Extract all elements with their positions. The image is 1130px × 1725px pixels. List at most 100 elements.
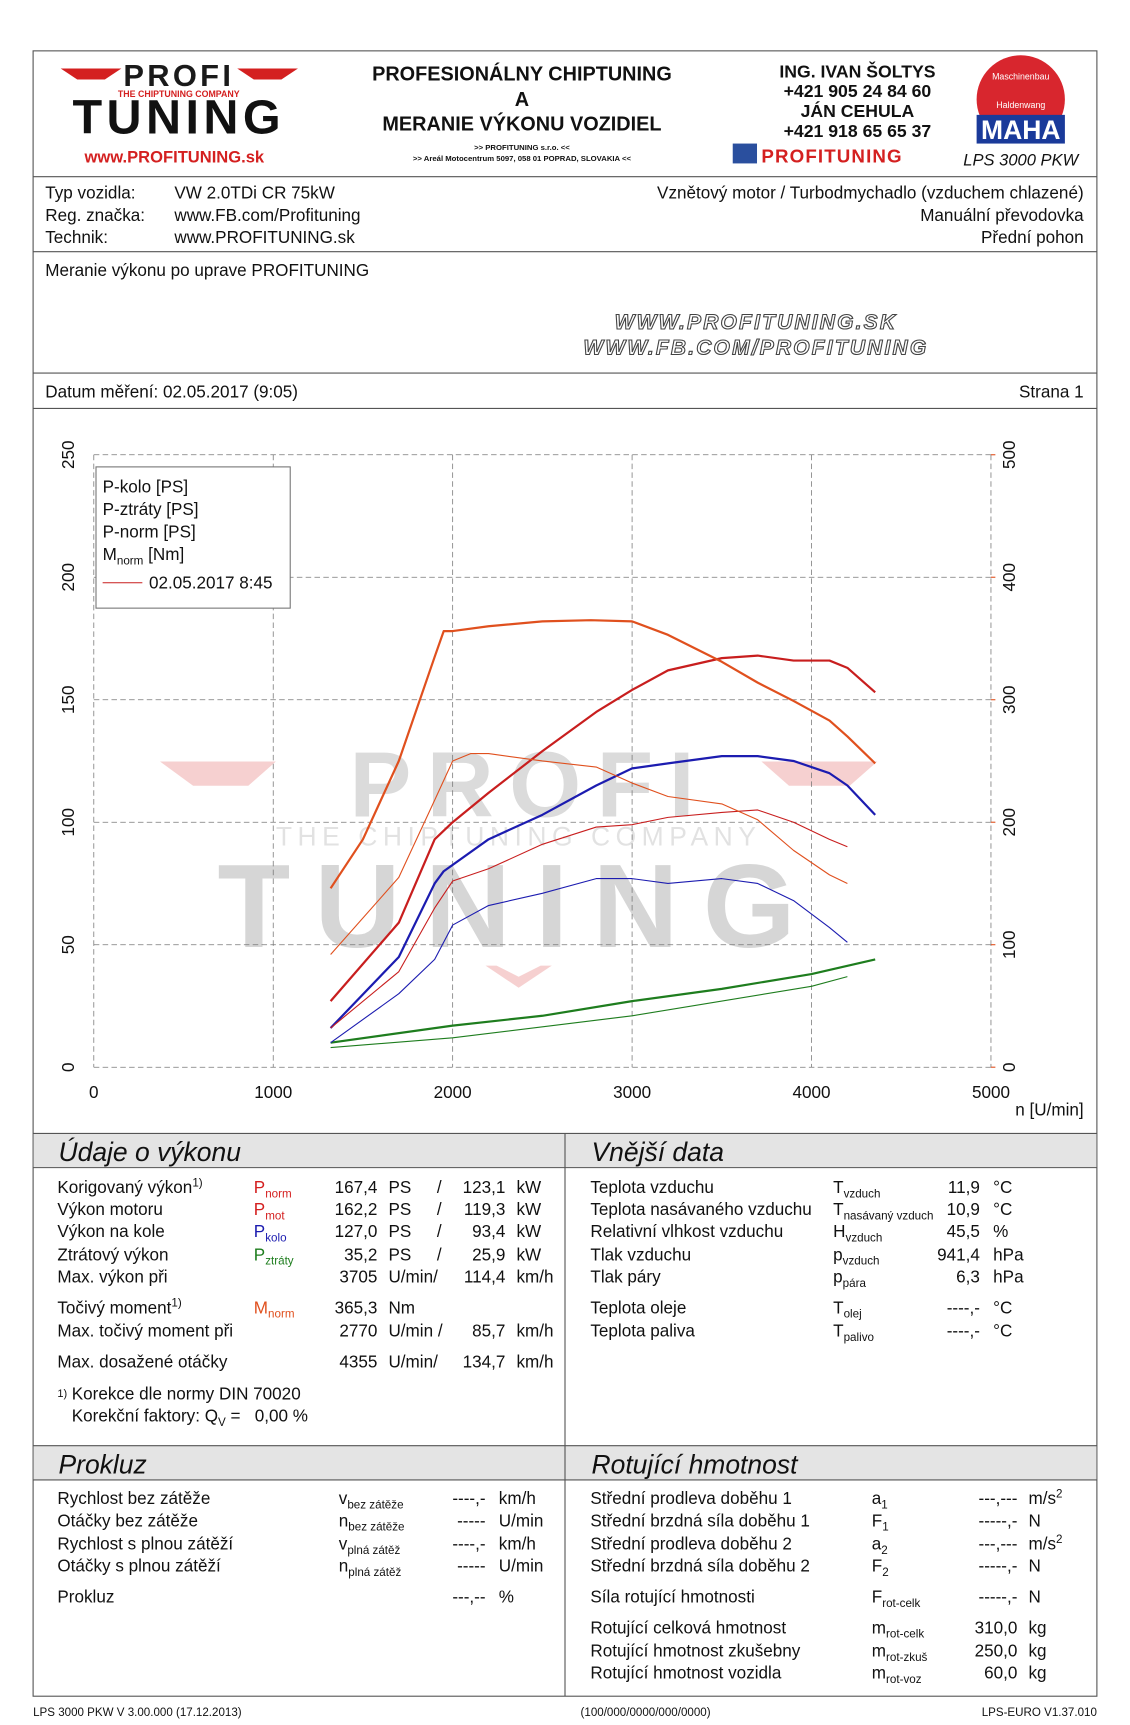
field-value: Přední pohon [981,228,1084,247]
perf-label: Výkon motoru [57,1200,162,1219]
legend-entry-part: norm [117,555,144,568]
section-title: Rotující hmotnost [591,1449,799,1479]
perf-symbol: Mnorm [254,1298,295,1320]
row-symbol: mrot-zkuš [872,1641,928,1663]
row-value: -----,- [979,1511,1018,1530]
row-value: ----- [457,1511,485,1530]
section-title: Prokluz [58,1449,146,1479]
maha-box [976,114,1065,144]
logo-arrow [237,68,298,80]
row-label: Střední brzdná síla doběhu 1 [590,1511,810,1530]
field-value: Vznětový motor / Turbodmychadlo (vzduche… [657,184,1084,203]
perf-unit: U/min/ [388,1267,438,1286]
logo-bottom: TUNING [72,91,285,145]
row-symbol-part: vzduch [843,1255,880,1268]
footnote-factor-part: = 0,00 % [226,1406,308,1425]
perf-unit2: kW [516,1178,542,1197]
perf-symbol-part: M [254,1298,268,1317]
header-title: MERANIE VÝKONU VOZIDIEL [382,111,661,135]
section-title: Údaje o výkonu [58,1137,241,1167]
perf-symbol: Pztráty [254,1245,294,1267]
separators [33,176,1097,1697]
row-unit: N [1028,1511,1040,1530]
header-title: A [515,89,529,111]
row-symbol-part: T [833,1178,844,1197]
row-symbol: F2 [872,1557,889,1579]
row-unit-part: °C [993,1200,1012,1219]
row-symbol: a1 [872,1489,888,1511]
row-unit-part: km/h [499,1534,536,1553]
y-tick-label: 100 [59,808,78,837]
row-symbol: F1 [872,1511,889,1533]
maha-brand: MAHA [981,115,1060,145]
row-unit-part: °C [993,1178,1012,1197]
perf-value: 365,3 [335,1298,378,1317]
row-label: Střední prodleva doběhu 1 [590,1489,791,1508]
perf-label-part: Výkon na kole [57,1222,164,1241]
row-unit-part: % [993,1222,1008,1241]
y2-tick-label: 400 [1000,563,1019,592]
row-label: Rychlost s plnou zátěží [57,1534,233,1553]
perf-symbol-part: P [254,1222,265,1241]
perf-label: Max. točivý moment při [57,1321,233,1340]
row-value: -----,- [979,1557,1018,1576]
row-symbol-part: F [872,1587,882,1606]
row-value: ---,-- [452,1587,485,1606]
perf-sep: / [437,1178,442,1197]
perf-unit: PS [388,1245,411,1264]
legend-entry-part: [Nm] [143,545,184,564]
field-value: www.FB.com/Profituning [173,206,360,225]
logo-top: PROFI [123,58,234,93]
footnote-text: Korekce dle normy DIN 70020 [72,1384,301,1403]
row-label: Teplota oleje [590,1298,686,1317]
row-symbol-part: pára [843,1277,867,1290]
row-symbol: Tpalivo [833,1321,874,1343]
row-unit: hPa [993,1267,1024,1286]
row-symbol-part: olej [844,1308,862,1321]
y-tick-label: 0 [59,1062,78,1072]
perf-symbol-part: ztráty [265,1255,294,1268]
perf-symbol-part: kolo [265,1232,286,1245]
row-value: ----,- [452,1489,485,1508]
row-symbol: mrot-voz [872,1664,922,1686]
perf-sep: / [437,1245,442,1264]
series-line [329,654,876,1002]
x-tick-label: 1000 [254,1083,292,1102]
perf-value2: 119,3 [464,1200,506,1219]
row-value: ----,- [947,1321,980,1340]
row-unit: N [1028,1557,1040,1576]
perf-unit: U/min / [388,1321,442,1340]
row-unit-part: m/s [1028,1534,1056,1553]
row-symbol: vbez zátěže [339,1489,404,1511]
row-label: Prokluz [57,1587,114,1606]
footnote-factor-part: Korekční faktory: Q [72,1406,218,1425]
perf-label: Max. dosažené otáčky [57,1352,228,1371]
header-address: >> Areál Motocentrum 5097, 058 01 POPRAD… [413,154,632,163]
perf-symbol-part: norm [265,1187,292,1200]
perf-label-part: Výkon motoru [57,1200,162,1219]
row-symbol: Hvzduch [833,1222,882,1244]
perf-value2: 85,7 [472,1321,505,1340]
series-line [330,809,848,1029]
row-symbol-part: vzduch [844,1187,881,1200]
watermark-arrow [160,761,276,786]
row-symbol-part: rot-celk [886,1628,924,1641]
row-unit: hPa [993,1245,1024,1264]
watermark-arrow [761,761,878,786]
row-unit: °C [993,1298,1012,1317]
row-label: Tlak vzduchu [590,1245,691,1264]
perf-label-part: Točivý moment [57,1298,171,1317]
perf-label-part: Max. točivý moment při [57,1321,233,1340]
footer-right: LPS-EURO V1.37.010 [982,1707,1097,1719]
perf-symbol-part: norm [268,1308,295,1321]
perf-label-part: Ztrátový výkon [57,1245,168,1264]
date: Datum měření: 02.05.2017 (9:05) [45,382,298,401]
x-tick-label: 2000 [434,1083,472,1102]
x-tick-label: 3000 [613,1083,651,1102]
row-unit: kg [1028,1618,1046,1637]
perf-label: Výkon na kole [57,1222,164,1241]
row-symbol-part: plná zátěž [347,1544,400,1557]
row-unit-part: °C [993,1321,1012,1340]
row-symbol-part: vzduch [846,1232,883,1245]
